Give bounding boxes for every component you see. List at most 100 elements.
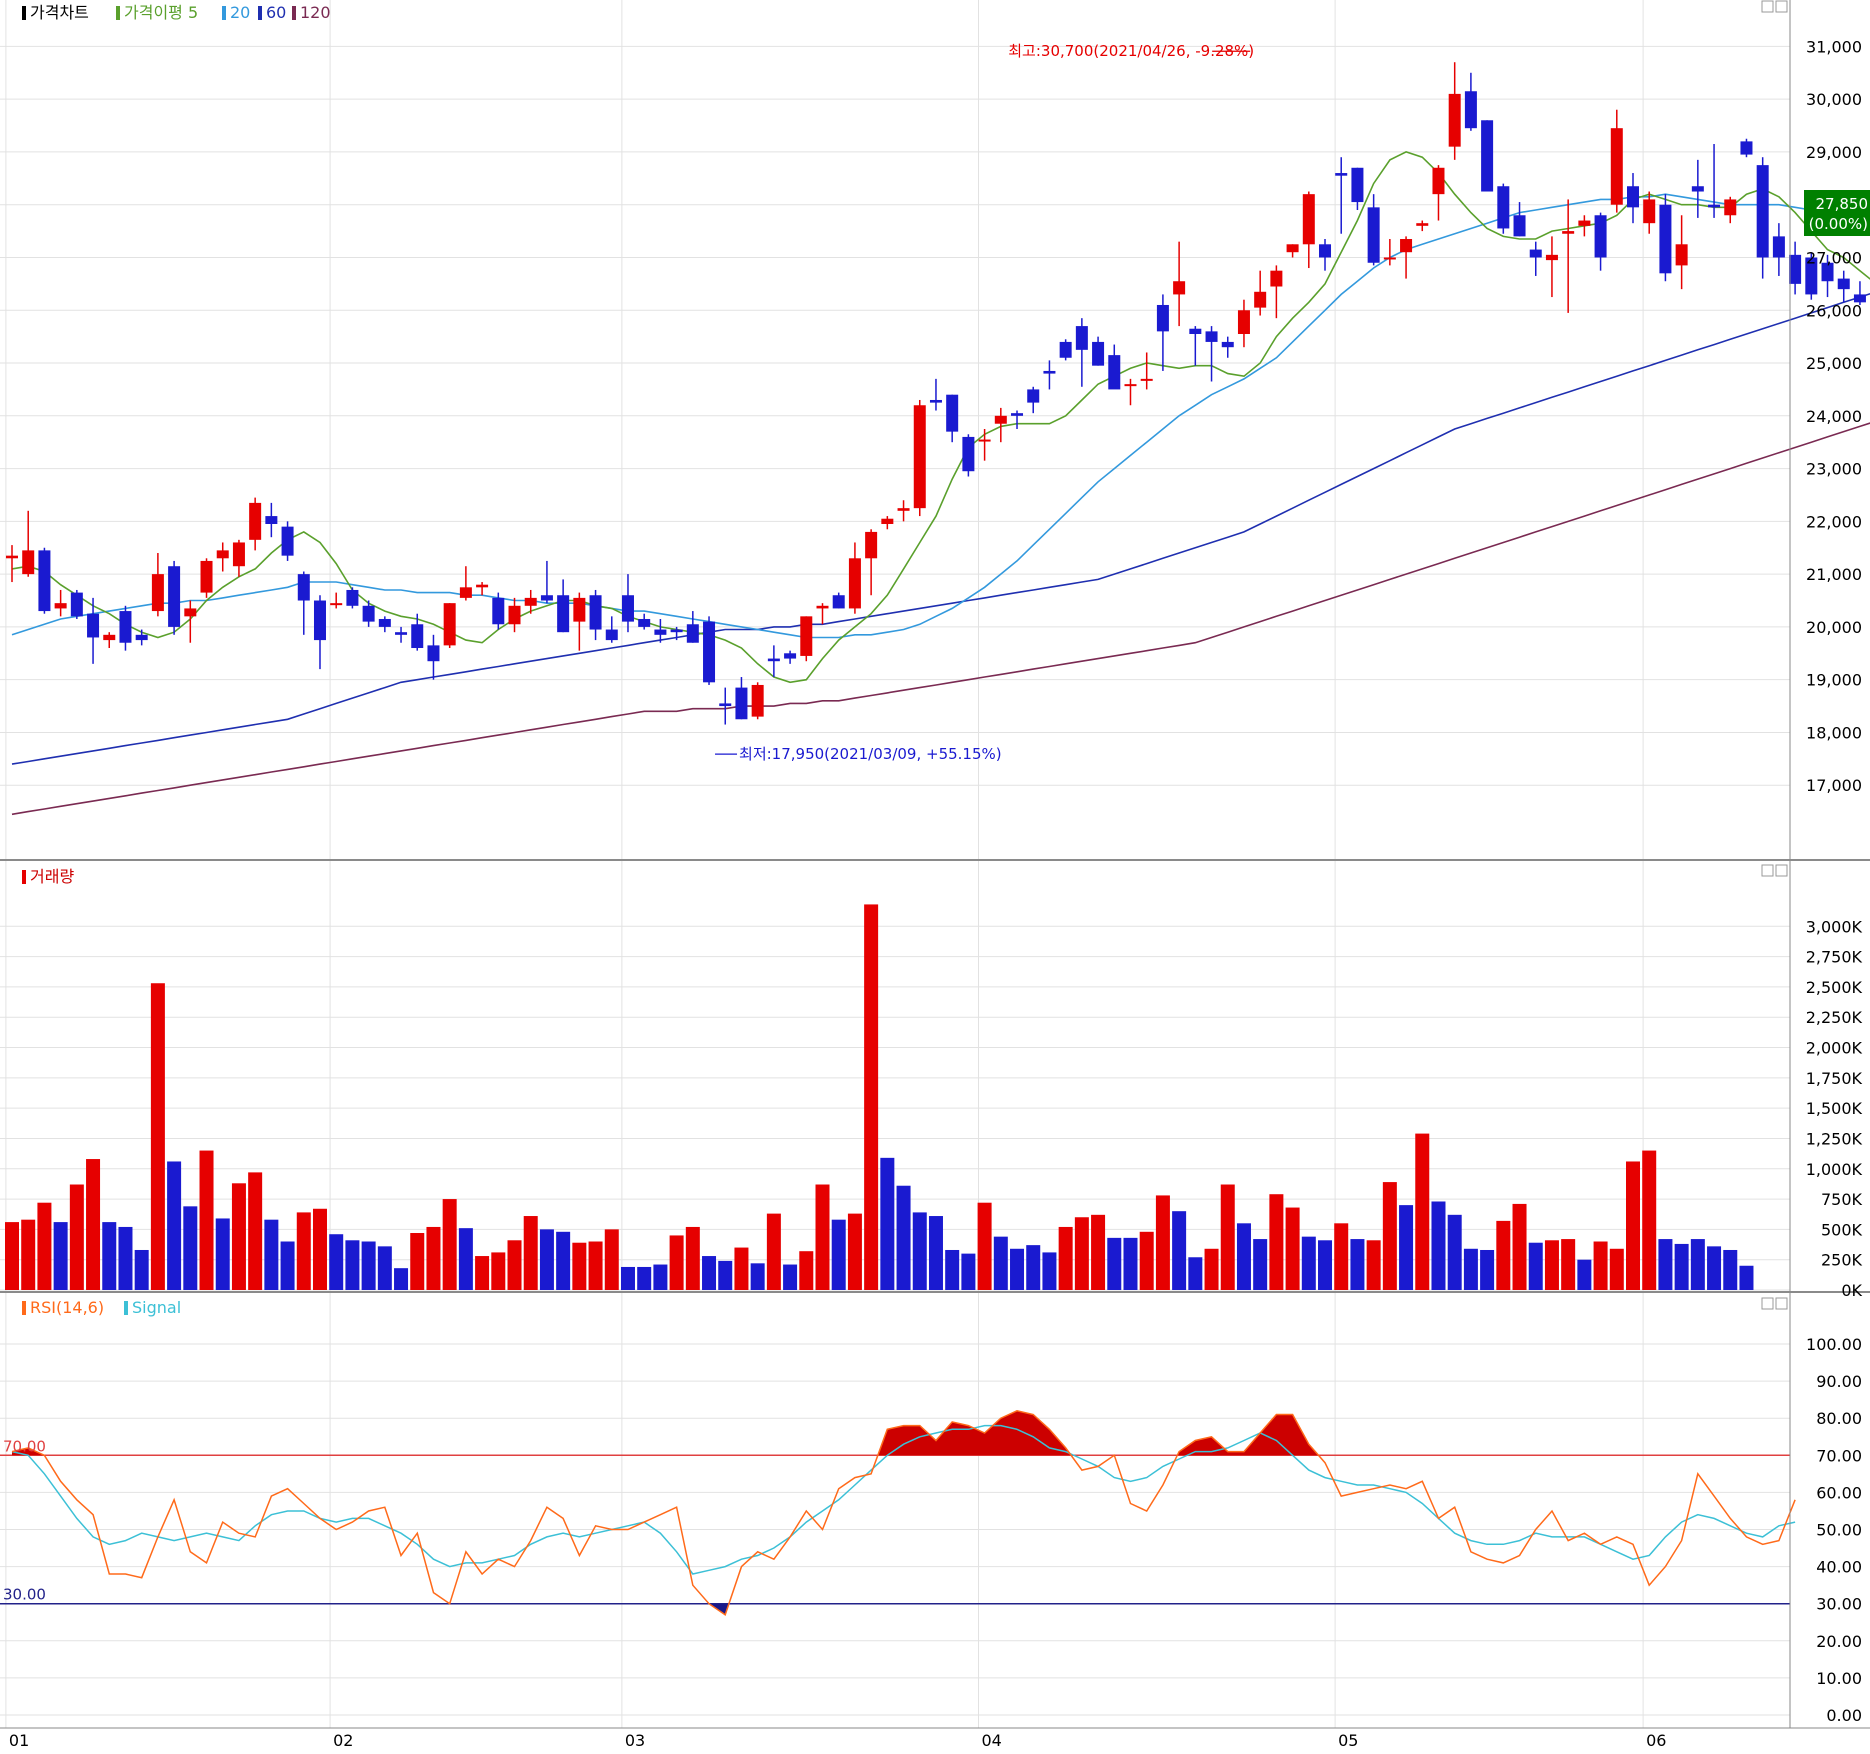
volume-bar xyxy=(296,1212,311,1290)
candle-body xyxy=(330,603,343,606)
candle-body xyxy=(1108,355,1121,390)
volume-bar xyxy=(1642,1150,1657,1290)
current-price-box: 27,850 (0.00%) xyxy=(1804,190,1870,236)
candle-body xyxy=(1497,186,1510,229)
volume-bar xyxy=(977,1202,992,1290)
volume-bar xyxy=(1204,1248,1219,1290)
ma5-line xyxy=(11,151,1870,684)
volume-bar xyxy=(1674,1243,1689,1290)
volume-bar xyxy=(1480,1249,1495,1290)
rsi-close-button[interactable] xyxy=(1775,1297,1788,1310)
volume-bar xyxy=(588,1241,603,1290)
month-tick-label: 05 xyxy=(1338,1731,1358,1750)
candle-body xyxy=(184,608,197,617)
price-tick-label: 29,000 xyxy=(1806,143,1862,162)
candle-body xyxy=(492,597,505,625)
volume-bar xyxy=(523,1216,538,1290)
min-price-annotation: 최저:17,950(2021/03/09, +55.15%) xyxy=(739,745,1002,763)
volume-bar xyxy=(669,1235,684,1290)
price-minimize-button[interactable] xyxy=(1761,0,1774,13)
rsi-oversold-label: 30.00 xyxy=(3,1586,46,1604)
volume-bar xyxy=(1220,1184,1235,1290)
current-price-label: 27,850 xyxy=(1816,195,1869,213)
candle-body xyxy=(362,605,375,622)
volume-tick-label: 500K xyxy=(1821,1220,1863,1239)
volume-bar xyxy=(1188,1257,1203,1290)
rsi-minimize-button[interactable] xyxy=(1761,1297,1774,1310)
volume-bar xyxy=(1123,1237,1138,1290)
candle-body xyxy=(1367,207,1380,263)
grid-lines xyxy=(0,0,1790,1728)
candle-body xyxy=(1302,194,1315,245)
rsi-tick-label: 60.00 xyxy=(1816,1483,1862,1502)
volume-bar xyxy=(750,1263,765,1290)
rsi-tick-label: 20.00 xyxy=(1816,1632,1862,1651)
candle-body xyxy=(151,574,164,612)
candle-body xyxy=(249,502,262,540)
candle-body xyxy=(719,703,732,707)
candle-body xyxy=(1254,291,1267,308)
price-tick-label: 30,000 xyxy=(1806,90,1862,109)
volume-bar xyxy=(312,1208,327,1290)
volume-bar xyxy=(1593,1241,1608,1290)
month-tick-label: 01 xyxy=(9,1731,29,1750)
volume-bar xyxy=(685,1226,700,1290)
candle-body xyxy=(832,595,845,609)
candle-body xyxy=(6,555,18,559)
volume-tick-label: 3,000K xyxy=(1806,917,1863,936)
ma120-line xyxy=(11,422,1870,816)
volume-bar xyxy=(167,1161,182,1290)
volume-bar xyxy=(1399,1205,1414,1290)
volume-minimize-button[interactable] xyxy=(1761,864,1774,877)
candle-body xyxy=(476,584,489,588)
candle-body xyxy=(848,558,861,609)
volume-bar xyxy=(1026,1245,1041,1290)
rsi-panel-title: RSI(14,6) xyxy=(30,1298,104,1317)
volume-bar xyxy=(539,1229,554,1290)
candle-body xyxy=(605,629,618,641)
volume-bar xyxy=(102,1222,117,1290)
volume-bar xyxy=(1382,1182,1397,1290)
volume-bar xyxy=(345,1240,360,1290)
candle-body xyxy=(1578,220,1591,226)
volume-bar xyxy=(1496,1220,1511,1290)
candle-body xyxy=(1270,270,1283,287)
price-close-button[interactable] xyxy=(1775,0,1788,13)
candle-body xyxy=(897,508,910,511)
candle-body xyxy=(1853,294,1866,303)
volume-bar xyxy=(1010,1248,1025,1290)
volume-bar xyxy=(53,1222,68,1290)
candle-body xyxy=(1221,341,1234,348)
volume-bar xyxy=(442,1199,457,1290)
rsi-title-marker xyxy=(22,1301,26,1315)
volume-bar xyxy=(702,1256,717,1290)
candle-body xyxy=(670,629,683,633)
volume-bar xyxy=(231,1183,246,1290)
volume-bar xyxy=(1318,1240,1333,1290)
volume-bar xyxy=(1285,1207,1300,1290)
volume-bar xyxy=(1269,1194,1284,1290)
volume-bar xyxy=(1042,1252,1057,1290)
candle-body xyxy=(1529,249,1542,258)
volume-bar xyxy=(329,1234,344,1290)
volume-close-button[interactable] xyxy=(1775,864,1788,877)
candle-body xyxy=(38,550,51,612)
ma120-legend-marker xyxy=(292,6,296,20)
volume-bar xyxy=(1253,1239,1268,1290)
candle-body xyxy=(1594,215,1607,258)
candle-body xyxy=(1286,244,1299,253)
candle-body xyxy=(929,399,942,403)
candle-body xyxy=(1659,204,1672,274)
ma5-legend-marker xyxy=(116,6,120,20)
volume-bar xyxy=(426,1226,441,1290)
volume-bar xyxy=(118,1226,133,1290)
volume-tick-label: 250K xyxy=(1821,1251,1863,1270)
candle-body xyxy=(346,589,359,606)
volume-bar xyxy=(783,1264,798,1290)
volume-bar xyxy=(458,1228,473,1290)
price-panel-legend: 가격차트 가격이평 5 20 60 120 xyxy=(22,3,331,22)
candle-body xyxy=(200,560,213,593)
volume-bar xyxy=(734,1247,749,1290)
volume-tick-label: 2,500K xyxy=(1806,978,1863,997)
